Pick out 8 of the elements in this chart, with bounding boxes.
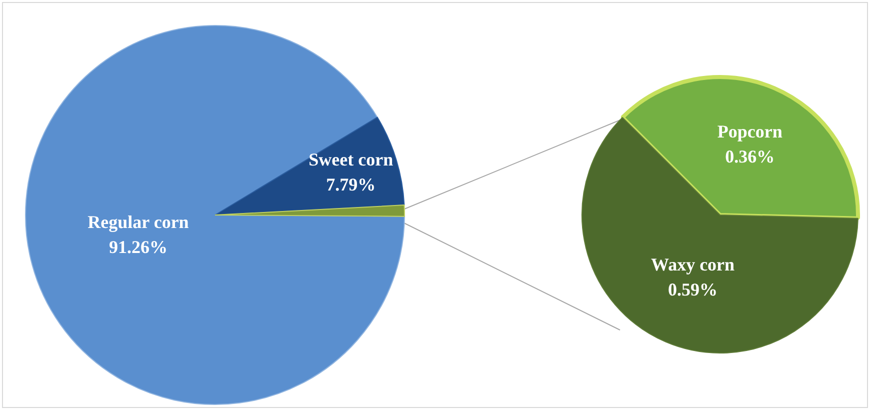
slice-label: Waxy corn — [651, 254, 735, 275]
data-label: 7.79% — [326, 174, 376, 195]
slice-label: Popcorn — [717, 121, 782, 142]
data-label: 0.59% — [668, 280, 718, 300]
data-label: 0.36% — [725, 146, 775, 166]
data-label: 91.26% — [108, 237, 168, 258]
slice-label: Regular corn — [88, 212, 189, 232]
slice-label: Sweet corn — [308, 150, 394, 170]
